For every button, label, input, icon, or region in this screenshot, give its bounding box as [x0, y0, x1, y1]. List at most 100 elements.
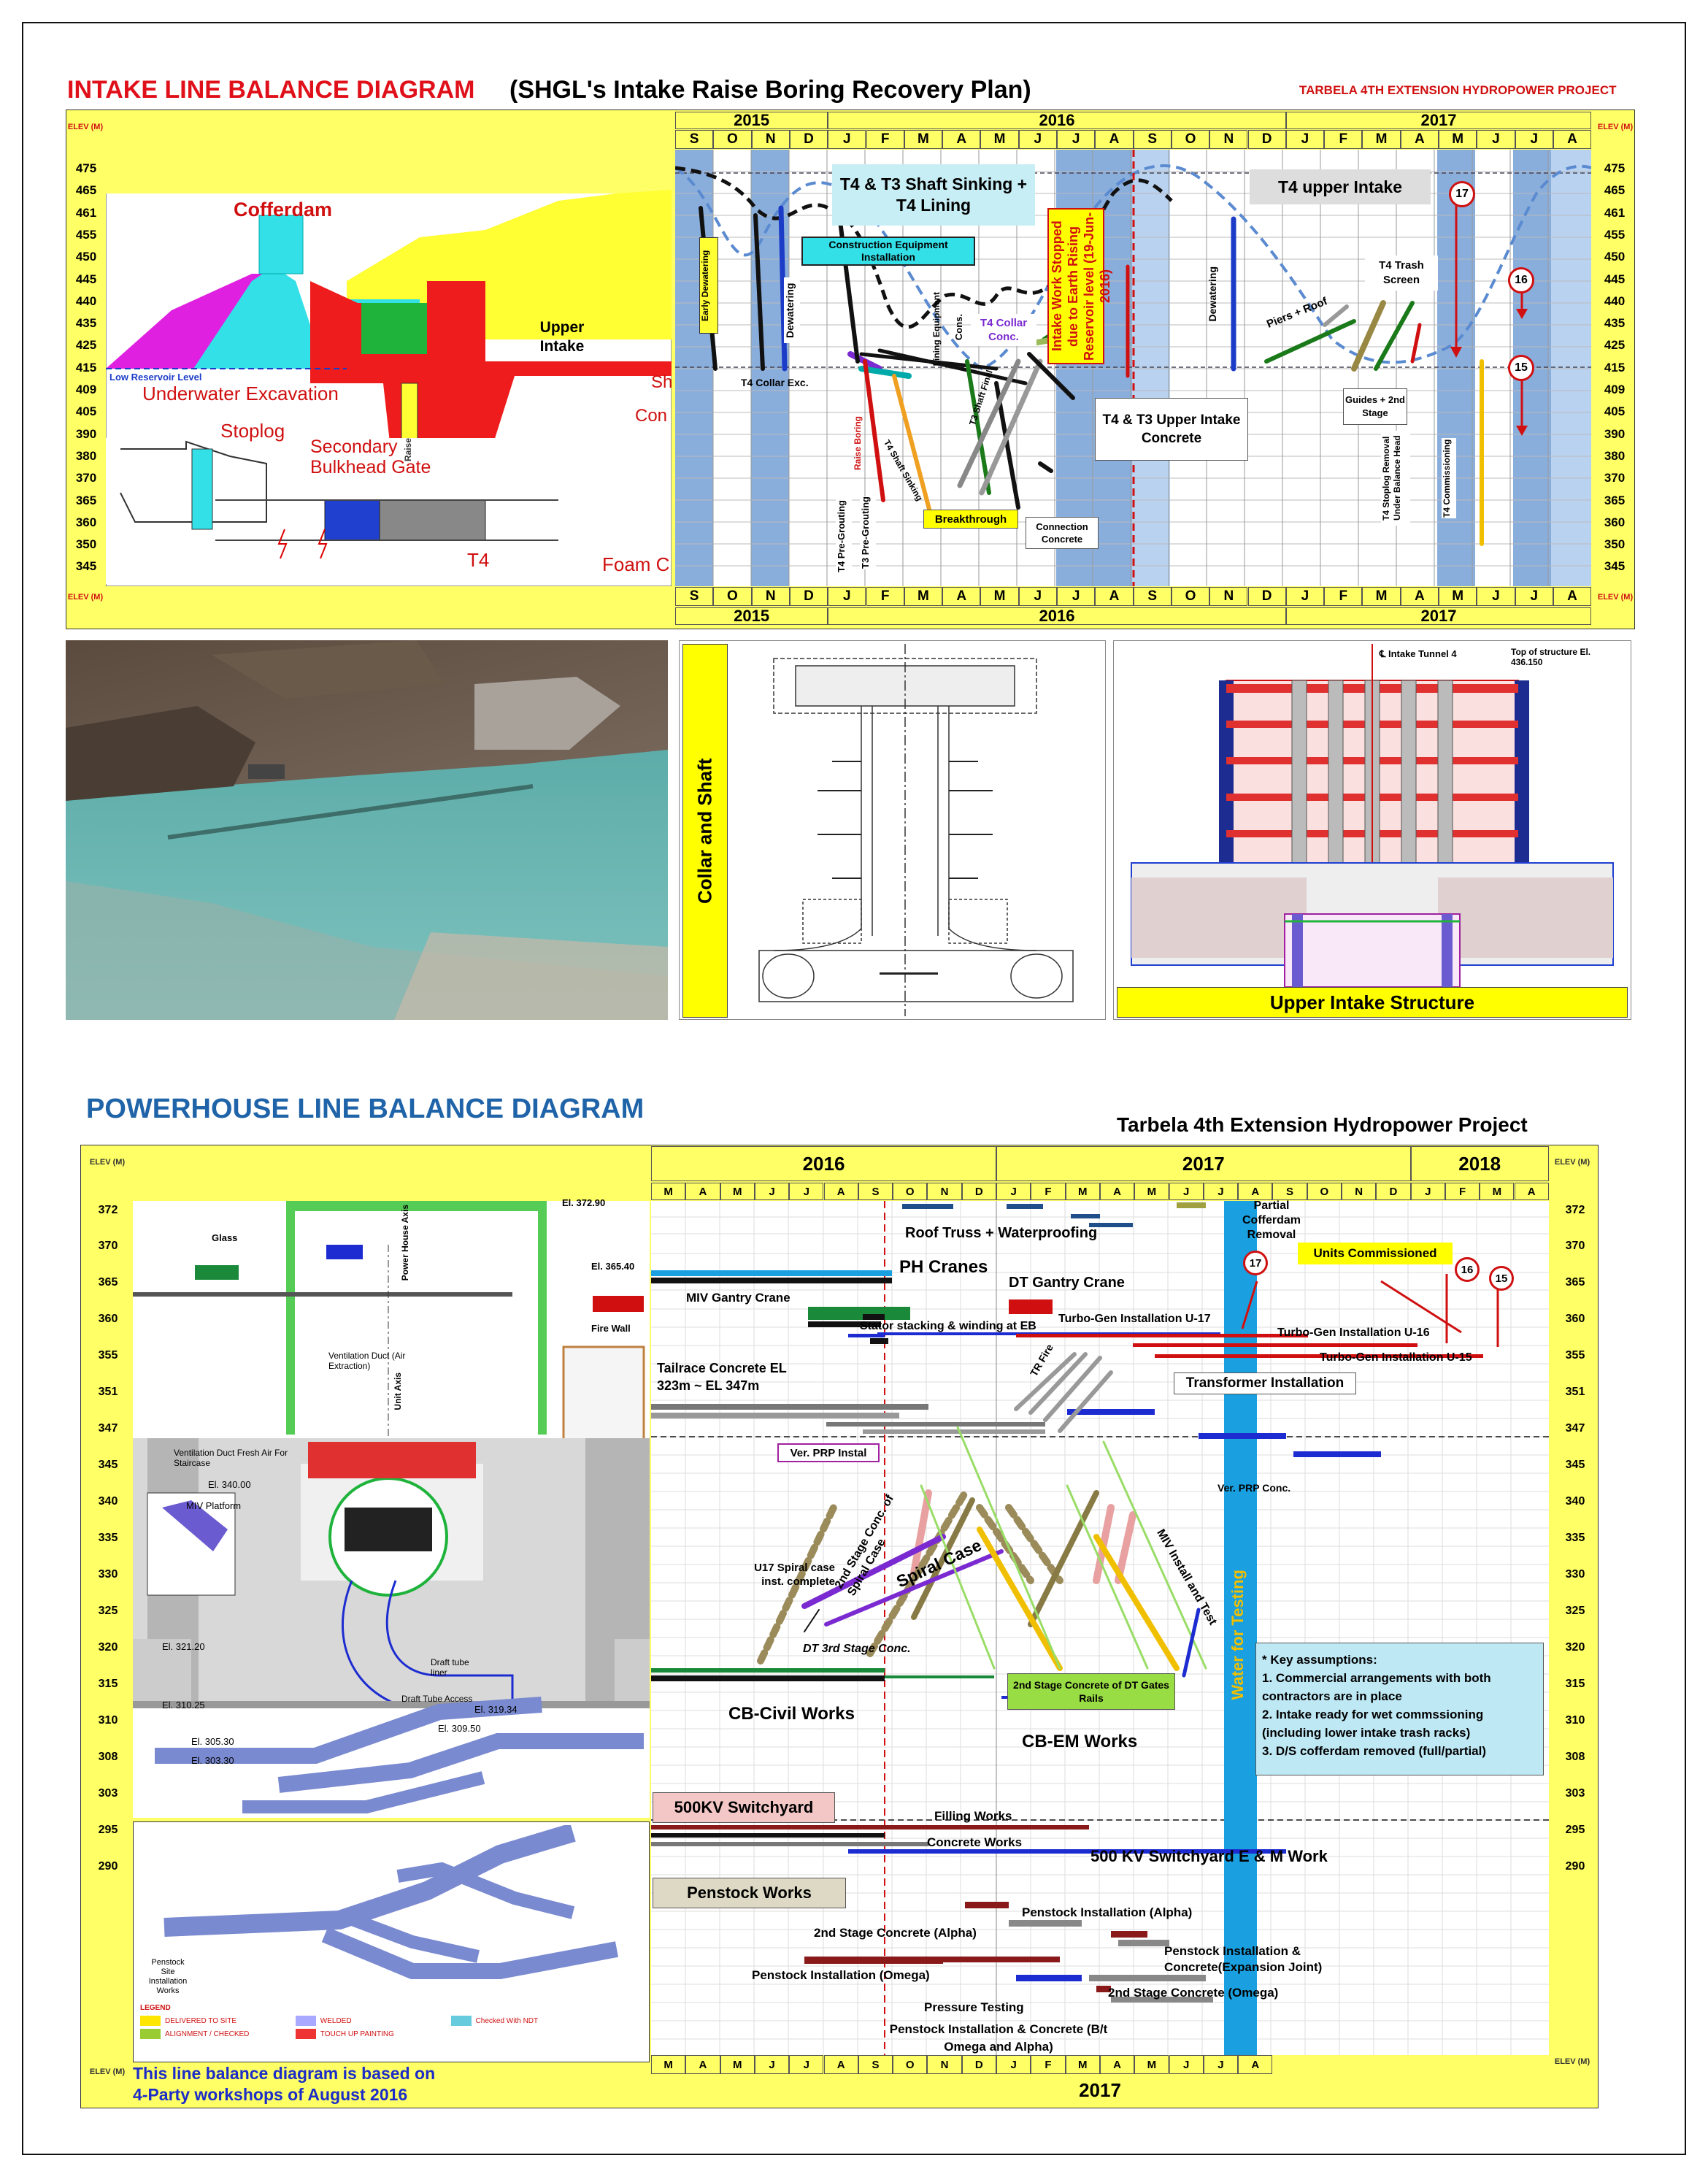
ph-elev-left-335: 335: [98, 1532, 118, 1544]
intake-month-top-23: A: [1553, 130, 1592, 149]
ph-cranes-label: PH Cranes: [899, 1257, 988, 1277]
intake-elev-left-350: 350: [75, 537, 97, 552]
ph-month-bottom-8: N: [927, 2055, 962, 2074]
ph-month-bottom-6: S: [858, 2055, 893, 2074]
el-340-label: El. 340.00: [208, 1479, 251, 1490]
el-310-label: El. 310.25: [162, 1700, 205, 1710]
shaft-sinking-box: T4 & T3 Shaft Sinking + T4 Lining: [832, 164, 1035, 226]
intake-elev-right-415: 415: [1604, 360, 1626, 375]
filling-works-label: Filling Works: [934, 1809, 1012, 1823]
ph-elev-right-360: 360: [1565, 1313, 1585, 1325]
ph-month-bottom-17: A: [1238, 2055, 1273, 2074]
ph-month-top-12: M: [1065, 1183, 1100, 1200]
intake-month-top-7: A: [942, 130, 981, 149]
el-372-label: El. 372.90: [562, 1197, 606, 1208]
intake-month-top-12: S: [1133, 130, 1172, 149]
ph-elev-left-345: 345: [98, 1459, 118, 1471]
powerhouse-title: POWERHOUSE LINE BALANCE DIAGRAM: [86, 1094, 645, 1124]
intake-month-top-20: M: [1439, 130, 1477, 149]
ph-month-top-7: O: [893, 1183, 928, 1200]
intake-month-bottom-15: D: [1247, 587, 1286, 606]
ph-elev-right-355: 355: [1565, 1349, 1585, 1362]
ph-elev-right-372: 372: [1565, 1204, 1585, 1216]
intake-month-bottom-9: J: [1018, 587, 1057, 606]
vent-stair-label: Ventilation Duct Fresh Air For Staircase: [174, 1448, 288, 1468]
ph-elev-right-303: 303: [1565, 1787, 1585, 1800]
intake-year-bottom-2015: 2015: [675, 607, 828, 625]
ph-month-top-15: J: [1169, 1183, 1204, 1200]
ph-elev-right-351: 351: [1565, 1386, 1585, 1398]
ph-month-bottom-2: M: [720, 2055, 755, 2074]
draft-tube-access-label: Draft Tube Access: [401, 1694, 473, 1704]
legend-swatch-touch-up: [295, 2029, 316, 2040]
intake-month-top-19: A: [1400, 130, 1439, 149]
intake-elev-right-455: 455: [1604, 227, 1626, 242]
intake-elev-left-435: 435: [75, 316, 97, 331]
intake-elev-right-445: 445: [1604, 272, 1626, 286]
ph-month-top-20: N: [1342, 1183, 1377, 1200]
ph-month-bottom-1: A: [685, 2055, 720, 2074]
ventilation-label: Ventilation Duct (Air Extraction): [328, 1351, 406, 1371]
intake-month-top-18: M: [1362, 130, 1401, 149]
intake-elev-left-461: 461: [75, 205, 97, 220]
breakthrough-box: Breakthrough: [923, 510, 1018, 529]
intake-elev-right-465: 465: [1604, 183, 1626, 198]
intake-month-bottom-19: A: [1400, 587, 1439, 606]
ph-month-bottom-11: F: [1031, 2055, 1066, 2074]
legend-title: LEGEND: [140, 2004, 171, 2012]
ph-month-top-3: J: [754, 1183, 790, 1200]
turbo-u17-label: Turbo-Gen Installation U-17: [1058, 1313, 1211, 1325]
legend-alignment: ALIGNMENT / CHECKED: [165, 2030, 250, 2038]
intake-marker-15: 15: [1508, 355, 1534, 381]
intake-elev-left-475: 475: [75, 161, 97, 175]
ph-month-top-2: M: [720, 1183, 755, 1200]
intake-stopped-box: Intake Work Stopped due to Earth Rising …: [1047, 208, 1112, 364]
intake-month-bottom-3: D: [789, 587, 828, 606]
ph-month-top-18: S: [1272, 1183, 1307, 1200]
construction-equipment-box: Construction Equipment Installation: [801, 237, 975, 266]
ph-month-bottom-13: A: [1099, 2055, 1135, 2074]
ph-elev-right-290: 290: [1565, 1860, 1585, 1873]
intake-month-top-1: O: [713, 130, 752, 149]
intake-month-top-10: J: [1057, 130, 1096, 149]
ver-prp-instal-box: Ver. PRP Instal: [777, 1443, 880, 1462]
intake-month-bottom-1: O: [713, 587, 752, 606]
switchyard-500kv-box: 500KV Switchyard: [653, 1792, 835, 1823]
ph-month-top-9: D: [961, 1183, 996, 1200]
turbo-u15-label: Turbo-Gen Installation U-15: [1320, 1351, 1472, 1364]
ph-month-top-14: M: [1134, 1183, 1169, 1200]
penstock-bt-label: Penstock Installation & Concrete (B/t Om…: [889, 2022, 1108, 2054]
ph-elev-left-355: 355: [98, 1349, 118, 1362]
upper-intake-label: Upper Intake: [539, 319, 585, 355]
ph-month-bottom-14: M: [1134, 2055, 1169, 2074]
legend-welded: WELDED: [320, 2017, 352, 2025]
water-testing-label: Water for Testing: [1228, 1570, 1247, 1700]
ph-elev-right-335: 335: [1565, 1532, 1585, 1544]
intake-year-bottom-2016: 2016: [828, 607, 1286, 625]
ph-month-top-10: J: [996, 1183, 1031, 1200]
miv-platform-label: MIV Platform: [186, 1500, 242, 1511]
ph-month-bottom-4: J: [789, 2055, 824, 2074]
el-305-label: El. 305.30: [191, 1736, 234, 1747]
intake-elev-right-405: 405: [1604, 404, 1626, 419]
ph-elev-right-330: 330: [1565, 1568, 1585, 1581]
guides-2nd-stage-box: Guides + 2nd Stage: [1343, 388, 1407, 425]
raise-label: Raise: [403, 438, 413, 462]
intake-elev-right-345: 345: [1604, 559, 1626, 574]
intake-cross-section: [106, 150, 672, 586]
t3-pre-grouting-label: T3 Pre-Grouting: [860, 496, 876, 569]
intake-elev-left-380: 380: [75, 448, 97, 463]
intake-month-top-17: F: [1324, 130, 1363, 149]
intake-month-bottom-17: F: [1324, 587, 1363, 606]
dewatering-label: Dewatering: [784, 277, 800, 343]
intake-month-bottom-8: M: [980, 587, 1019, 606]
t4-upper-intake-box: T4 upper Intake: [1250, 169, 1431, 204]
second-stage-alpha-label: 2nd Stage Concrete (Alpha): [814, 1926, 977, 1940]
ph-month-top-1: A: [685, 1183, 720, 1200]
ph-month-top-19: O: [1307, 1183, 1342, 1200]
t4-commissioning-label: T4 Commissioning: [1442, 438, 1456, 518]
tailrace-label: Tailrace Concrete EL 323m ~ EL 347m: [657, 1361, 787, 1393]
lining-equipment-label: Lining Equipment: [931, 292, 942, 366]
ph-month-bottom-0: M: [651, 2055, 686, 2074]
concrete-works-label: Concrete Works: [927, 1835, 1023, 1849]
